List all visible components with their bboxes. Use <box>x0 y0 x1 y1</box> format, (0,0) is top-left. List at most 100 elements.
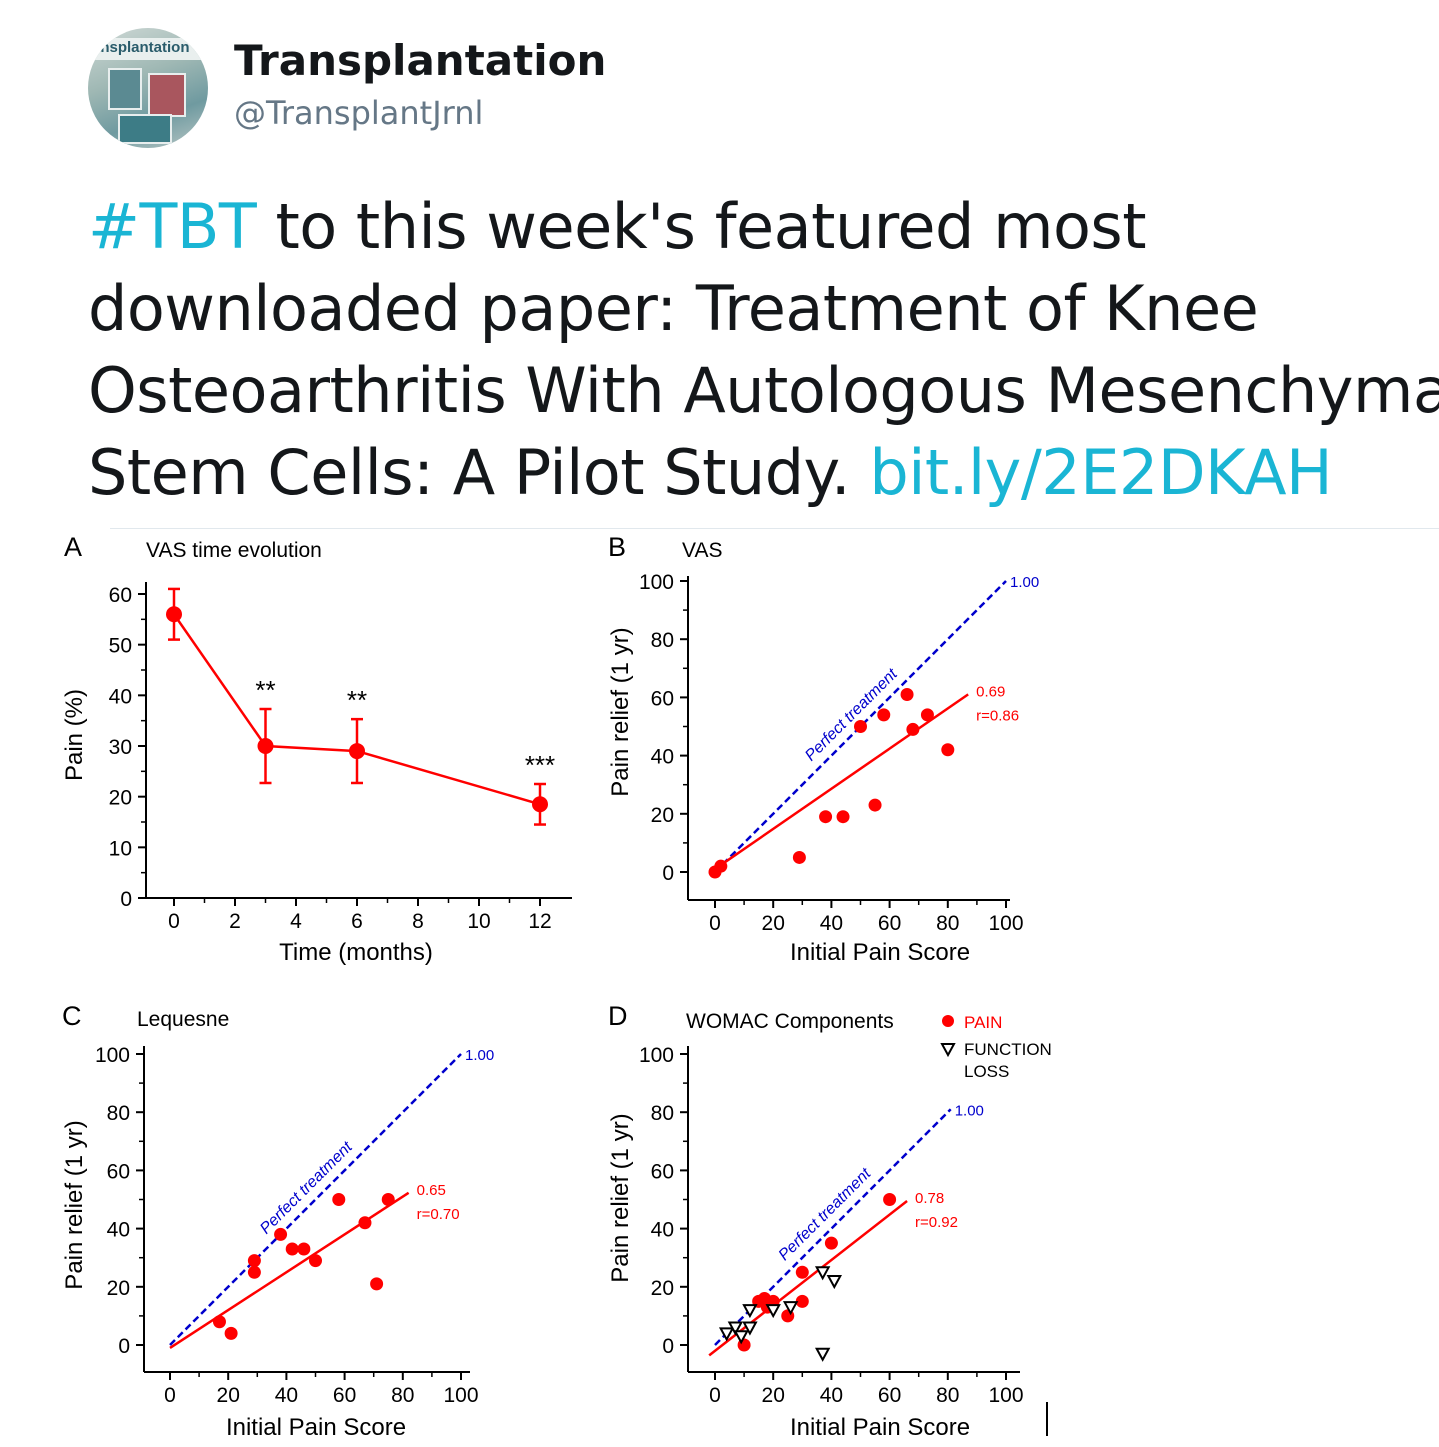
y-tick-label: 100 <box>95 1044 130 1067</box>
data-point <box>257 738 274 754</box>
y-tick-label: 0 <box>662 1335 674 1358</box>
x-tick-label: 40 <box>820 1384 843 1407</box>
data-point <box>906 722 920 736</box>
x-tick-label: 60 <box>878 912 901 935</box>
perfect-slope-label: 1.00 <box>1010 574 1039 591</box>
x-tick-label: 80 <box>936 912 959 935</box>
x-tick-label: 80 <box>391 1384 414 1407</box>
chart-title: WOMAC Components <box>686 1010 894 1033</box>
y-tick-label: 50 <box>109 635 132 658</box>
data-point <box>370 1277 384 1291</box>
data-point <box>883 1193 897 1206</box>
tweet-text-segment: Stem Cells: A Pilot Study. <box>88 436 870 509</box>
data-point <box>224 1326 238 1340</box>
x-tick-label: 0 <box>168 910 180 933</box>
data-point <box>868 798 882 812</box>
x-tick-label: 40 <box>820 912 843 935</box>
chart-panel-a: A VAS time evolution 0 10 20 30 40 50 60 0 2 4 6 8 10 1… <box>61 532 572 966</box>
x-tick-label: 12 <box>528 910 551 933</box>
y-tick-label: 20 <box>651 1277 674 1300</box>
chart-panel-b: B VAS 0 20 40 60 80 100 0 20 40 60 80 100 Initial Pain… <box>607 532 1039 966</box>
data-point-function <box>814 1347 831 1362</box>
legend-function-label: FUNCTION <box>964 1040 1052 1059</box>
fit-r-label: r=0.70 <box>417 1206 460 1223</box>
data-point-function <box>727 1321 744 1336</box>
y-tick-label: 0 <box>662 862 674 885</box>
x-tick-label: 10 <box>467 910 490 933</box>
y-tick-label: 20 <box>109 787 132 810</box>
fit-slope-label: 0.65 <box>417 1182 446 1199</box>
data-point <box>212 1315 226 1329</box>
data-point <box>877 708 891 722</box>
data-point-function <box>742 1304 758 1319</box>
y-tick-label: 60 <box>651 687 674 710</box>
x-tick-label: 20 <box>762 1384 785 1407</box>
display-name[interactable]: Transplantation <box>234 36 607 85</box>
series-line <box>172 613 541 806</box>
fit-line <box>708 1200 908 1357</box>
chart-panel-d: D WOMAC Components 0 20 40 60 80 100 0 20 40 60 80 10… <box>607 1001 1052 1441</box>
y-tick-label: 60 <box>109 584 132 607</box>
panel-letter: D <box>608 1001 628 1031</box>
data-point <box>795 1294 809 1308</box>
legend-pain-label: PAIN <box>964 1013 1002 1032</box>
data-point <box>297 1242 311 1256</box>
avatar-cover-thumb <box>108 68 142 110</box>
y-tick-label: 30 <box>109 736 132 759</box>
panel-letter: C <box>62 1001 82 1031</box>
x-tick-label: 0 <box>709 1384 721 1407</box>
hashtag-link[interactable]: #TBT <box>88 190 257 263</box>
avatar-cover-thumb <box>118 114 172 144</box>
fit-slope-label: 0.69 <box>976 683 1005 700</box>
y-tick-label: 80 <box>651 629 674 652</box>
data-point <box>941 743 955 757</box>
tweet-line-1: #TBT to this week's featured most <box>88 186 1439 268</box>
avatar-cover-thumb <box>148 73 186 117</box>
tweet-line-2: downloaded paper: Treatment of Knee <box>88 272 1259 345</box>
perfect-treatment-line <box>169 1053 462 1346</box>
x-tick-label: 100 <box>988 912 1023 935</box>
x-tick-label: 100 <box>988 1384 1023 1407</box>
y-axis-label: Pain relief (1 yr) <box>607 1113 634 1282</box>
data-point <box>836 810 850 824</box>
y-tick-label: 10 <box>109 837 132 860</box>
perfect-treatment-label: Perfect treatment <box>776 1165 875 1264</box>
media-top-edge <box>110 528 1439 529</box>
tweet-text-segment: to this week's featured most <box>256 190 1147 263</box>
data-point <box>247 1265 261 1279</box>
avatar[interactable]: ansplantation <box>88 28 208 148</box>
legend-pain-marker <box>942 1015 954 1027</box>
short-url-link[interactable]: bit.ly/2E2DKAH <box>869 436 1333 509</box>
y-tick-label: 0 <box>120 888 132 911</box>
data-point <box>285 1242 299 1256</box>
data-point <box>900 687 914 701</box>
perfect-treatment-line <box>714 580 1007 873</box>
x-tick-label: 40 <box>275 1384 298 1407</box>
significance-label: ** <box>255 675 275 705</box>
x-tick-label: 6 <box>351 910 363 933</box>
y-tick-label: 80 <box>107 1102 130 1125</box>
fit-line <box>714 693 969 871</box>
chart-title: VAS <box>682 539 722 562</box>
chart-panel-c: C Lequesne 0 20 40 60 80 100 0 20 40 60 80 100 Initial… <box>61 1001 494 1441</box>
data-point <box>854 720 867 733</box>
account-handle[interactable]: @TransplantJrnl <box>234 94 484 132</box>
data-point-function <box>765 1304 781 1319</box>
panel-letter: B <box>608 532 626 562</box>
x-tick-label: 100 <box>443 1384 478 1407</box>
y-axis-label: Pain relief (1 yr) <box>607 627 634 796</box>
data-point-function <box>733 1330 749 1345</box>
y-tick-label: 100 <box>639 1044 674 1067</box>
y-axis-label: Pain relief (1 yr) <box>61 1120 88 1289</box>
y-tick-label: 40 <box>107 1219 130 1242</box>
x-tick-label: 2 <box>229 910 241 933</box>
data-point-function <box>826 1274 842 1290</box>
data-point <box>819 810 833 824</box>
avatar-label: ansplantation <box>92 39 190 56</box>
data-point <box>358 1216 372 1230</box>
tweet-text: #TBT to this week's featured most downlo… <box>88 186 1439 514</box>
avatar-banner <box>88 38 208 60</box>
data-point <box>532 796 548 813</box>
x-axis-label: Time (months) <box>279 939 433 966</box>
